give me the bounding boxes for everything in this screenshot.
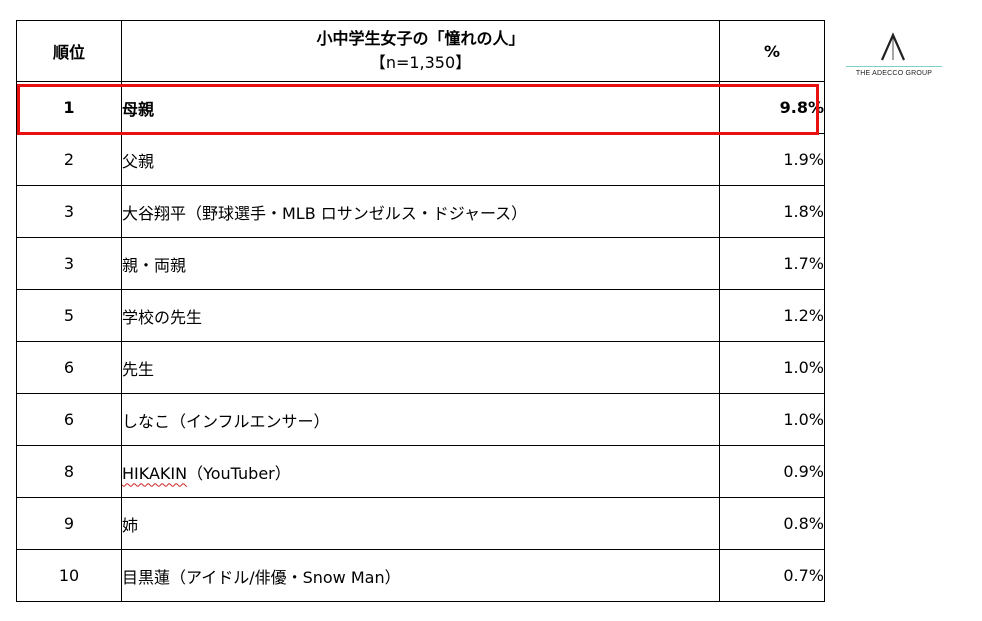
table-row: 6 先生 1.0% xyxy=(16,341,825,394)
percent-cell: 0.8% xyxy=(719,497,825,550)
percent-cell: 9.8% xyxy=(719,81,825,134)
table-row: 9 姉 0.8% xyxy=(16,497,825,550)
percent-cell: 1.9% xyxy=(719,133,825,186)
name-cell: 親・両親 xyxy=(121,237,720,290)
name-cell: しなこ（インフルエンサー） xyxy=(121,393,720,446)
name-cell: HIKAKIN（YouTuber） xyxy=(121,445,720,498)
rank-cell: 5 xyxy=(16,289,122,342)
rank-cell: 6 xyxy=(16,341,122,394)
percent-cell: 1.0% xyxy=(719,393,825,446)
adecco-a-mark-icon xyxy=(880,32,906,61)
table-row: 3 親・両親 1.7% xyxy=(16,237,825,290)
table-row: 6 しなこ（インフルエンサー） 1.0% xyxy=(16,393,825,446)
rank-cell: 8 xyxy=(16,445,122,498)
rank-cell: 2 xyxy=(16,133,122,186)
sample-size: 【n=1,350】 xyxy=(369,53,472,72)
name-cell: 先生 xyxy=(121,341,720,394)
header-rank: 順位 xyxy=(16,20,122,82)
name-cell: 姉 xyxy=(121,497,720,550)
header-percent: % xyxy=(719,20,825,82)
percent-cell: 1.8% xyxy=(719,185,825,238)
table-row: 10 目黒蓮（アイドル/俳優・Snow Man） 0.7% xyxy=(16,549,825,602)
percent-cell: 1.7% xyxy=(719,237,825,290)
table-title: 小中学生女子の「憧れの人」 xyxy=(316,29,525,48)
name-cell: 目黒蓮（アイドル/俳優・Snow Man） xyxy=(121,549,720,602)
rank-cell: 10 xyxy=(16,549,122,602)
name-cell: 学校の先生 xyxy=(121,289,720,342)
table-row: 1 母親 9.8% xyxy=(16,81,825,134)
table-row: 5 学校の先生 1.2% xyxy=(16,289,825,342)
table-row: 3 大谷翔平（野球選手・MLB ロサンゼルス・ドジャース） 1.8% xyxy=(16,185,825,238)
table-row: 8 HIKAKIN（YouTuber） 0.9% xyxy=(16,445,825,498)
header-title: 小中学生女子の「憧れの人」 【n=1,350】 xyxy=(121,20,720,82)
logo-rule xyxy=(846,66,942,67)
adecco-logo: THE ADECCO GROUP xyxy=(846,32,942,82)
rank-cell: 1 xyxy=(16,81,122,134)
rank-cell: 9 xyxy=(16,497,122,550)
percent-cell: 0.7% xyxy=(719,549,825,602)
name-cell: 大谷翔平（野球選手・MLB ロサンゼルス・ドジャース） xyxy=(121,185,720,238)
percent-cell: 1.0% xyxy=(719,341,825,394)
percent-cell: 0.9% xyxy=(719,445,825,498)
rank-cell: 3 xyxy=(16,185,122,238)
ranking-table: 順位 小中学生女子の「憧れの人」 【n=1,350】 % 1 母親 9.8% 2… xyxy=(16,20,825,602)
name-cell: 父親 xyxy=(121,133,720,186)
table-row: 2 父親 1.9% xyxy=(16,133,825,186)
rank-cell: 3 xyxy=(16,237,122,290)
name-cell: 母親 xyxy=(121,81,720,134)
name-rest: （YouTuber） xyxy=(187,463,291,483)
rank-cell: 6 xyxy=(16,393,122,446)
percent-cell: 1.2% xyxy=(719,289,825,342)
name-main: HIKAKIN xyxy=(122,463,188,483)
logo-text: THE ADECCO GROUP xyxy=(855,70,933,77)
table-header-row: 順位 小中学生女子の「憧れの人」 【n=1,350】 % xyxy=(16,20,825,82)
